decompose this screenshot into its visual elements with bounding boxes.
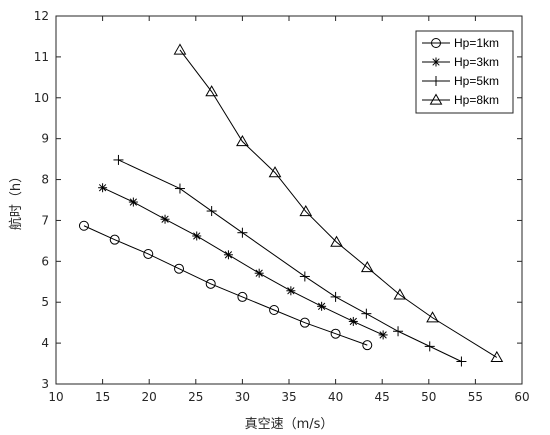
data-point — [268, 166, 282, 178]
legend-item: Hp=8km — [422, 93, 499, 107]
data-point — [143, 248, 154, 259]
y-tick-label: 5 — [41, 295, 49, 309]
data-point — [490, 350, 504, 363]
data-point — [254, 268, 264, 278]
series-2 — [98, 183, 388, 340]
data-point — [456, 356, 467, 367]
y-tick-label: 6 — [41, 254, 49, 268]
data-point — [361, 308, 372, 319]
series-line — [102, 187, 384, 336]
legend-item: Hp=1km — [422, 36, 499, 50]
y-tick-label: 10 — [34, 91, 49, 105]
data-point — [393, 288, 407, 300]
data-point — [299, 271, 310, 282]
data-point — [362, 340, 373, 351]
x-tick-label: 45 — [375, 390, 390, 404]
data-point — [192, 231, 202, 241]
legend-marker — [429, 93, 443, 105]
data-point — [299, 317, 310, 328]
y-tick-label: 12 — [34, 9, 49, 23]
data-point — [206, 206, 217, 217]
legend-marker — [431, 76, 441, 86]
legend-label: Hp=5km — [454, 74, 499, 88]
x-tick-label: 55 — [468, 390, 483, 404]
data-point — [173, 43, 187, 55]
series-layer — [78, 43, 504, 367]
data-point — [78, 220, 89, 231]
y-tick-label: 3 — [41, 377, 49, 391]
data-point — [348, 316, 358, 326]
legend-marker — [431, 57, 441, 67]
x-tick-label: 30 — [235, 390, 250, 404]
legend-label: Hp=3km — [454, 55, 499, 69]
data-point — [426, 311, 439, 323]
data-point — [236, 135, 249, 147]
data-point — [286, 286, 296, 296]
series-line — [179, 49, 498, 358]
x-tick-label: 25 — [188, 390, 203, 404]
x-tick-label: 15 — [95, 390, 110, 404]
legend-marker — [431, 38, 441, 48]
legend-item: Hp=5km — [422, 74, 499, 88]
data-point — [109, 234, 120, 245]
series-line — [118, 159, 462, 362]
y-tick-label: 9 — [41, 132, 49, 146]
data-point — [360, 260, 374, 273]
x-tick-label: 50 — [421, 390, 436, 404]
data-point — [205, 85, 219, 97]
data-point — [205, 278, 216, 289]
data-point — [393, 326, 404, 337]
data-point — [378, 330, 388, 340]
legend-label: Hp=8km — [454, 93, 499, 107]
legend-item: Hp=3km — [422, 55, 499, 69]
data-point — [128, 197, 138, 207]
data-point — [330, 328, 341, 339]
y-axis-title: 航时（h） — [8, 170, 24, 230]
data-point — [269, 304, 280, 315]
data-point — [330, 291, 341, 302]
x-tick-label: 40 — [328, 390, 343, 404]
data-point — [113, 154, 124, 165]
series-4 — [173, 43, 504, 363]
legend: Hp=1km Hp=3km Hp=5km Hp=8km — [415, 30, 514, 114]
legend-label: Hp=1km — [454, 36, 499, 50]
series-3 — [113, 154, 467, 367]
series-1 — [78, 220, 373, 351]
data-point — [223, 250, 233, 260]
data-point — [237, 227, 248, 238]
series-line — [83, 225, 368, 346]
y-tick-label: 4 — [41, 336, 49, 350]
y-tick-label: 7 — [41, 213, 49, 227]
data-point — [299, 204, 313, 217]
x-tick-label: 10 — [48, 390, 63, 404]
data-point — [237, 291, 248, 302]
x-tick-label: 20 — [142, 390, 157, 404]
data-point — [330, 235, 343, 247]
data-point — [174, 183, 185, 194]
x-tick-label: 35 — [281, 390, 296, 404]
data-point — [98, 183, 108, 193]
x-axis-title: 真空速（m/s） — [245, 417, 334, 432]
x-tick-label: 60 — [514, 390, 529, 404]
y-tick-label: 11 — [34, 50, 49, 64]
data-point — [160, 214, 170, 224]
data-point — [317, 301, 327, 311]
data-point — [424, 341, 435, 352]
y-tick-label: 8 — [41, 173, 49, 187]
data-point — [174, 263, 185, 274]
